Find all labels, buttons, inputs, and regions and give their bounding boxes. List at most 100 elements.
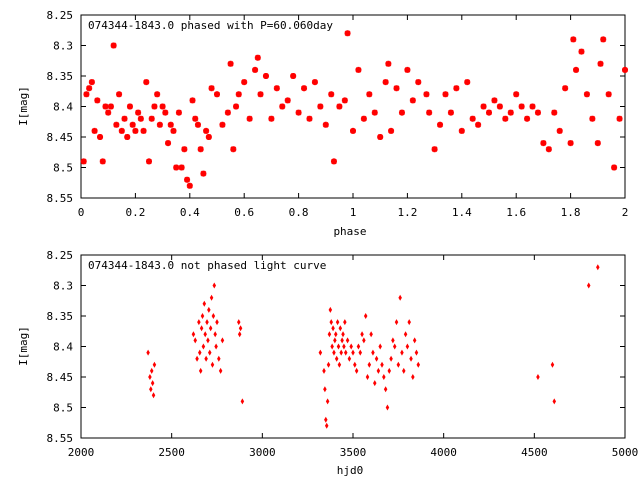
phased-data-point bbox=[594, 140, 601, 147]
phased-data-point bbox=[502, 115, 509, 122]
unphased-data-point bbox=[380, 361, 384, 368]
phased-data-point bbox=[132, 127, 139, 134]
phased-data-point bbox=[524, 115, 531, 122]
phased-data-point bbox=[597, 60, 604, 67]
phased-data-point bbox=[491, 97, 498, 104]
phased-data-point bbox=[167, 121, 174, 128]
unphased-data-point bbox=[193, 337, 197, 344]
unphased-data-point bbox=[238, 325, 243, 332]
phased-data-point bbox=[148, 115, 155, 122]
unphased-data-point bbox=[204, 355, 208, 362]
phased-data-point bbox=[126, 103, 133, 110]
unphased-data-point bbox=[343, 349, 348, 356]
unphased-data-point bbox=[209, 294, 214, 301]
phased-y-tick-label: 8.4 bbox=[53, 101, 73, 114]
unphased-data-point bbox=[552, 398, 557, 405]
phased-data-point bbox=[110, 42, 117, 49]
unphased-x-tick-label: 4500 bbox=[521, 446, 548, 459]
unphased-x-tick-label: 4000 bbox=[430, 446, 457, 459]
phased-data-point bbox=[121, 115, 128, 122]
unphased-data-point bbox=[326, 361, 331, 368]
phased-data-point bbox=[105, 109, 112, 116]
unphased-y-tick-label: 8.5 bbox=[53, 402, 73, 415]
unphased-data-point bbox=[214, 343, 218, 350]
unphased-data-point bbox=[191, 331, 196, 338]
unphased-y-tick-label: 8.35 bbox=[47, 310, 74, 323]
unphased-data-point bbox=[405, 343, 410, 350]
unphased-data-point bbox=[392, 343, 397, 350]
unphased-data-point bbox=[354, 367, 359, 374]
unphased-data-point bbox=[342, 343, 346, 350]
unphased-data-point bbox=[208, 325, 213, 332]
phased-data-point bbox=[124, 134, 131, 140]
phased-points bbox=[80, 30, 628, 189]
phased-data-point bbox=[605, 91, 612, 98]
unphased-data-point bbox=[148, 374, 152, 380]
phased-data-point bbox=[262, 73, 269, 79]
unphased-data-point bbox=[371, 349, 375, 356]
phased-data-point bbox=[254, 54, 261, 61]
unphased-data-point bbox=[199, 325, 204, 332]
phased-data-point bbox=[203, 127, 210, 134]
unphased-x-tick-label: 2000 bbox=[68, 446, 95, 459]
unphased-data-point bbox=[207, 306, 211, 313]
unphased-data-point bbox=[200, 313, 205, 319]
unphased-data-point bbox=[412, 337, 417, 344]
phased-data-point bbox=[175, 109, 182, 116]
phased-x-tick-label: 0.8 bbox=[289, 206, 309, 219]
unphased-data-point bbox=[391, 337, 395, 344]
phased-data-point bbox=[235, 91, 242, 98]
phased-data-point bbox=[600, 36, 607, 43]
unphased-data-point bbox=[345, 337, 350, 344]
unphased-data-point bbox=[398, 294, 402, 301]
phased-data-point bbox=[404, 66, 411, 73]
phased-data-point bbox=[230, 146, 237, 153]
unphased-x-axis-label: hjd0 bbox=[337, 464, 364, 477]
phased-data-point bbox=[453, 85, 460, 92]
phased-data-point bbox=[88, 79, 95, 86]
phased-data-point bbox=[496, 103, 503, 110]
unphased-data-point bbox=[323, 386, 327, 393]
unphased-data-point bbox=[402, 367, 406, 374]
phased-data-point bbox=[311, 79, 318, 86]
unphased-data-point bbox=[202, 300, 207, 307]
phased-data-point bbox=[165, 140, 172, 147]
phased-data-point bbox=[469, 115, 476, 122]
phased-data-point bbox=[151, 103, 158, 110]
phased-data-point bbox=[246, 115, 253, 122]
unphased-y-tick-label: 8.4 bbox=[53, 341, 73, 354]
phased-data-point bbox=[551, 109, 558, 116]
unphased-data-point bbox=[374, 355, 379, 362]
phased-ticks: 0 0.2 0.4 0.6 0.8 1 1.2 1.4 1.6 1.8 2 8.25 8.3 8.35 8.… bbox=[47, 9, 629, 219]
unphased-data-point bbox=[152, 361, 157, 368]
unphased-data-point bbox=[205, 319, 209, 326]
unphased-data-point bbox=[356, 343, 361, 350]
unphased-data-point bbox=[324, 422, 329, 429]
phased-data-point bbox=[156, 121, 163, 128]
phased-x-tick-label: 1.8 bbox=[561, 206, 581, 219]
phased-data-point bbox=[393, 85, 400, 92]
phased-y-tick-label: 8.3 bbox=[53, 40, 73, 53]
phased-data-point bbox=[137, 115, 144, 122]
unphased-data-point bbox=[215, 319, 219, 326]
phased-data-point bbox=[589, 115, 596, 122]
phased-data-point bbox=[344, 30, 351, 37]
phased-data-point bbox=[178, 164, 185, 171]
unphased-data-point bbox=[383, 386, 388, 393]
unphased-data-point bbox=[414, 349, 419, 356]
unphased-data-point bbox=[353, 361, 357, 368]
unphased-x-tick-label: 3500 bbox=[340, 446, 367, 459]
phased-data-point bbox=[458, 127, 465, 134]
unphased-y-axis-label: I[mag] bbox=[17, 326, 30, 366]
unphased-data-point bbox=[332, 349, 336, 356]
phased-y-axis-label: I[mag] bbox=[17, 86, 30, 126]
phased-data-point bbox=[159, 103, 166, 110]
phased-data-point bbox=[170, 127, 177, 134]
unphased-data-point bbox=[382, 374, 386, 380]
unphased-data-point bbox=[218, 367, 223, 374]
unphased-data-point bbox=[212, 282, 217, 289]
phased-y-tick-label: 8.45 bbox=[47, 131, 74, 144]
phased-y-tick-label: 8.25 bbox=[47, 9, 74, 22]
unphased-data-point bbox=[318, 349, 323, 356]
